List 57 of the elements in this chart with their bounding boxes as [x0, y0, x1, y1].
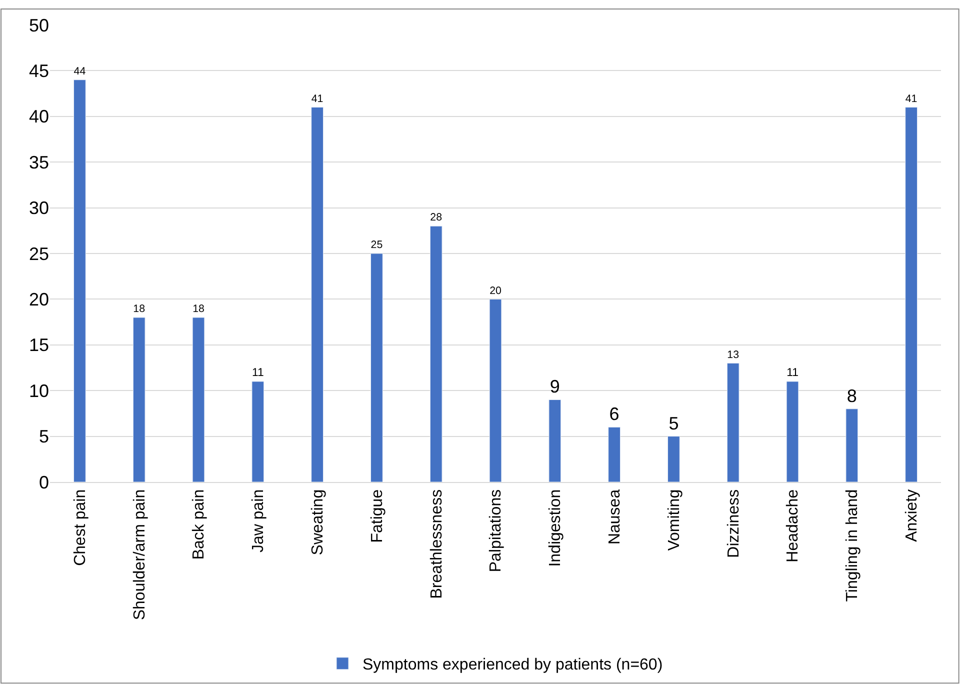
y-tick-label: 50	[28, 15, 49, 36]
bar	[905, 107, 918, 482]
data-label: 44	[74, 65, 86, 78]
bar	[192, 317, 205, 482]
bar	[132, 317, 146, 482]
x-tick-label: Headache	[784, 489, 802, 562]
x-tick-label: Breathlessness	[428, 489, 446, 599]
bar	[846, 408, 858, 482]
data-label: 18	[133, 303, 146, 316]
y-tick-label: 40	[28, 106, 49, 127]
x-tick-label: Vomiting	[666, 489, 683, 551]
y-tick-label: 15	[28, 335, 49, 356]
x-tick-label: Fatigue	[368, 489, 386, 543]
x-tick-label: Tingling in hand	[844, 489, 862, 602]
bar	[252, 381, 264, 482]
bar	[786, 381, 799, 482]
y-tick-label: 30	[28, 198, 49, 218]
bar	[489, 298, 502, 482]
bar	[548, 399, 562, 482]
x-tick-label: Shoulder/arm pain	[131, 489, 148, 620]
y-tick-label: 5	[38, 426, 49, 447]
y-tick-label: 35	[28, 152, 49, 172]
y-tick-label: 10	[28, 380, 49, 401]
x-tick-label: Nausea	[606, 489, 624, 545]
bar	[430, 226, 442, 482]
y-tick-label: 20	[28, 290, 49, 310]
data-label: 11	[252, 366, 264, 379]
data-label: 20	[490, 284, 502, 297]
bar	[668, 436, 680, 482]
bar	[726, 362, 740, 482]
y-tick-label: 25	[28, 244, 49, 264]
x-tick-label: Sweating	[310, 489, 326, 556]
data-label: 41	[311, 92, 324, 105]
x-tick-label: Dizziness	[725, 489, 742, 558]
data-label: 11	[786, 366, 798, 379]
bar	[370, 253, 383, 482]
data-label: 25	[370, 239, 383, 252]
bar	[311, 107, 324, 482]
data-label: 9	[550, 376, 560, 397]
legend-label: Symptoms experienced by patients (n=60)	[362, 656, 663, 674]
bar	[74, 80, 86, 482]
data-label: 8	[846, 386, 857, 406]
x-tick-label: Chest pain	[72, 489, 89, 566]
x-tick-label: Indigestion	[547, 489, 564, 567]
data-label: 41	[905, 92, 918, 105]
x-tick-label: Back pain	[190, 489, 208, 560]
bar	[608, 426, 620, 482]
y-tick-label: 45	[28, 61, 49, 81]
data-label: 18	[192, 303, 204, 316]
data-label: 5	[668, 413, 679, 434]
x-tick-label: Palpitations	[488, 489, 505, 572]
data-label: 28	[430, 212, 442, 224]
data-label: 13	[727, 348, 740, 361]
y-tick-label: 0	[38, 472, 49, 492]
data-label: 6	[609, 404, 620, 424]
x-tick-label: Anxiety	[904, 489, 920, 542]
x-tick-label: Jaw pain	[250, 489, 268, 553]
